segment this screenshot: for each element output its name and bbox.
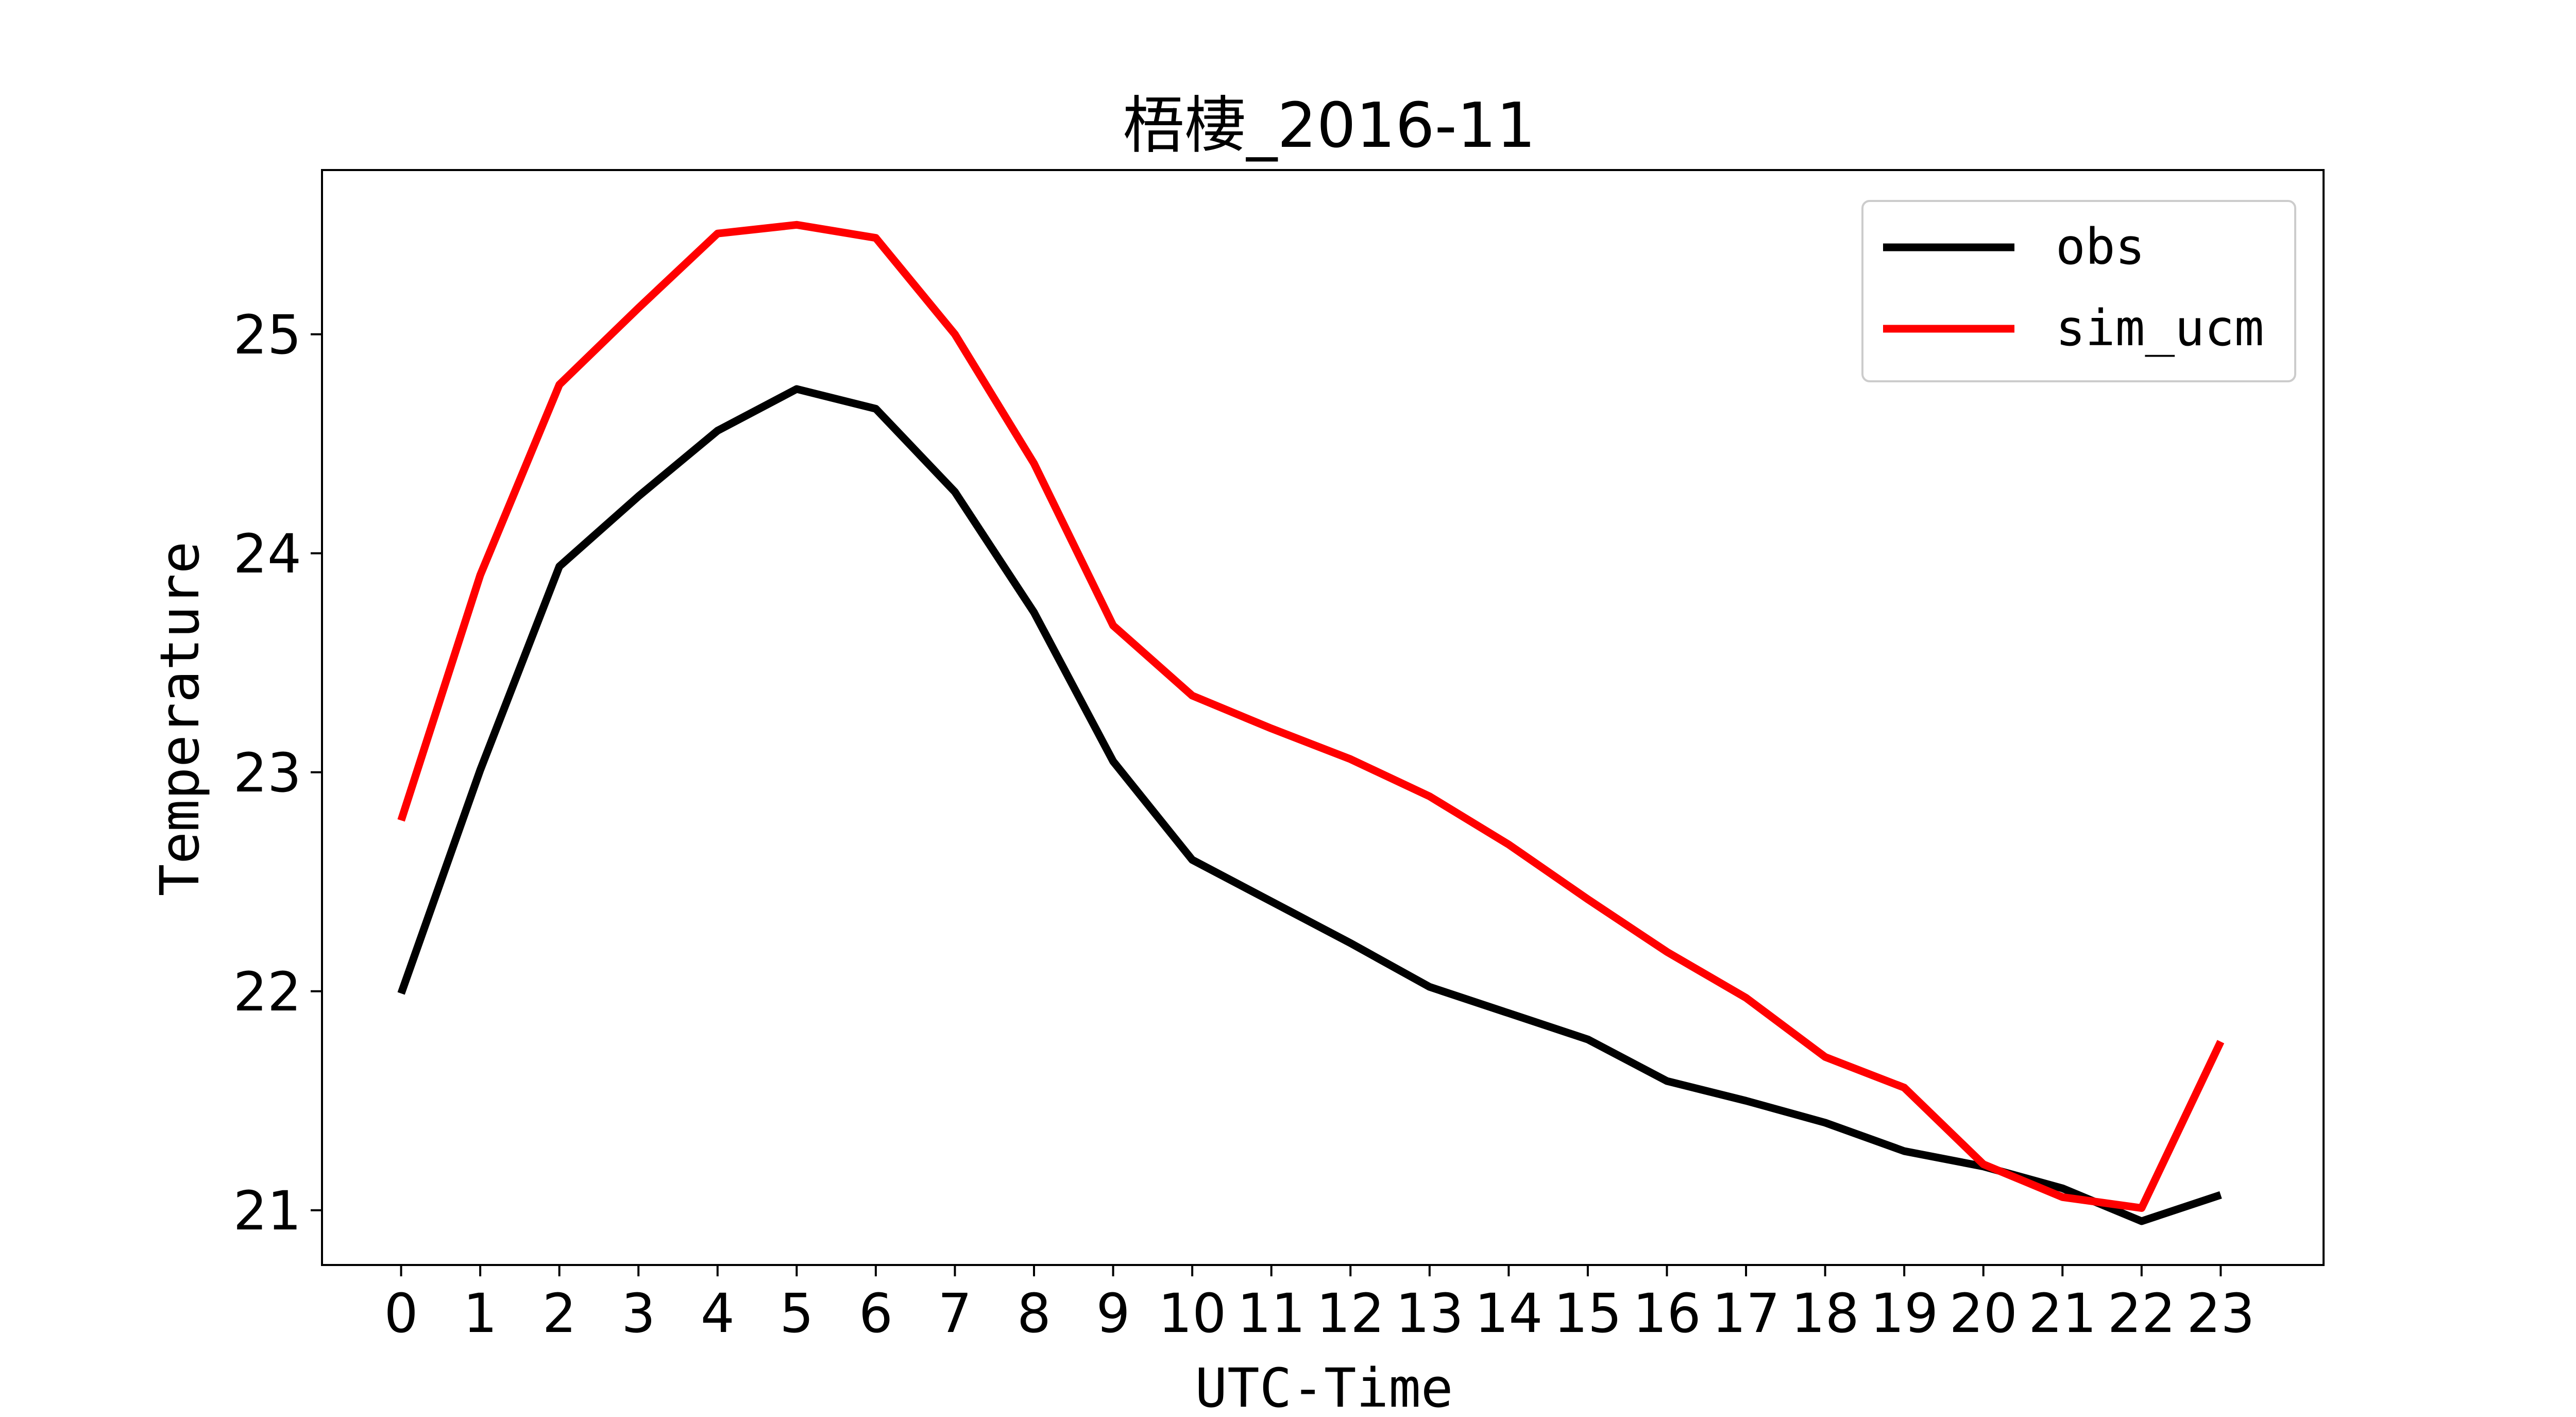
x-tick-label: 2 [543, 1282, 577, 1345]
chart-title: 梧棲_2016-11 [1123, 90, 1535, 162]
x-tick-label: 17 [1712, 1282, 1780, 1345]
x-tick-label: 18 [1791, 1282, 1859, 1345]
x-tick-label: 1 [463, 1282, 497, 1345]
x-tick-label: 9 [1096, 1282, 1130, 1345]
x-tick-label: 16 [1633, 1282, 1701, 1345]
x-tick-label: 11 [1238, 1282, 1306, 1345]
series-line-obs [397, 385, 2222, 1225]
x-tick-label: 12 [1316, 1282, 1384, 1345]
x-tick-label: 5 [779, 1282, 814, 1345]
x-tick-label: 19 [1870, 1282, 1938, 1345]
x-tick-label: 7 [938, 1282, 972, 1345]
x-tick-label: 23 [2187, 1282, 2255, 1345]
plot-area-frame [321, 169, 2325, 1266]
series-lines [397, 221, 2225, 1225]
x-tick-label: 6 [859, 1282, 893, 1345]
y-tick-label: 22 [233, 960, 301, 1023]
x-tick-label: 13 [1396, 1282, 1464, 1345]
x-tick-label: 4 [701, 1282, 735, 1345]
x-tick-label: 21 [2028, 1282, 2096, 1345]
x-tick-label: 10 [1158, 1282, 1226, 1345]
x-tick-label: 20 [1950, 1282, 2018, 1345]
y-tick-label: 21 [233, 1179, 301, 1242]
legend: obs sim_ucm [1861, 200, 2296, 382]
y-tick-label: 24 [233, 522, 301, 585]
series-line-sim-ucm [397, 221, 2225, 1212]
x-tick-label: 15 [1554, 1282, 1622, 1345]
x-tick-label: 0 [384, 1282, 418, 1345]
x-tick-label: 14 [1475, 1282, 1543, 1345]
x-tick-label: 22 [2108, 1282, 2176, 1345]
legend-obs-label: obs [2056, 218, 2145, 276]
legend-sim-ucm-label: sim_ucm [2056, 299, 2264, 357]
x-axis-label: UTC-Time [1195, 1357, 1453, 1417]
y-tick-label: 23 [233, 741, 301, 804]
y-tick-label: 25 [233, 303, 301, 366]
x-tick-label: 8 [1017, 1282, 1051, 1345]
y-axis-label: Temperature [148, 542, 211, 897]
y-axis: 21 22 23 24 25 [233, 303, 322, 1242]
x-tick-label: 3 [621, 1282, 655, 1345]
x-axis: 0 1 2 3 4 5 6 7 8 9 10 11 12 13 14 15 16 17 18 19 20 21 22 23 [384, 1265, 2255, 1345]
